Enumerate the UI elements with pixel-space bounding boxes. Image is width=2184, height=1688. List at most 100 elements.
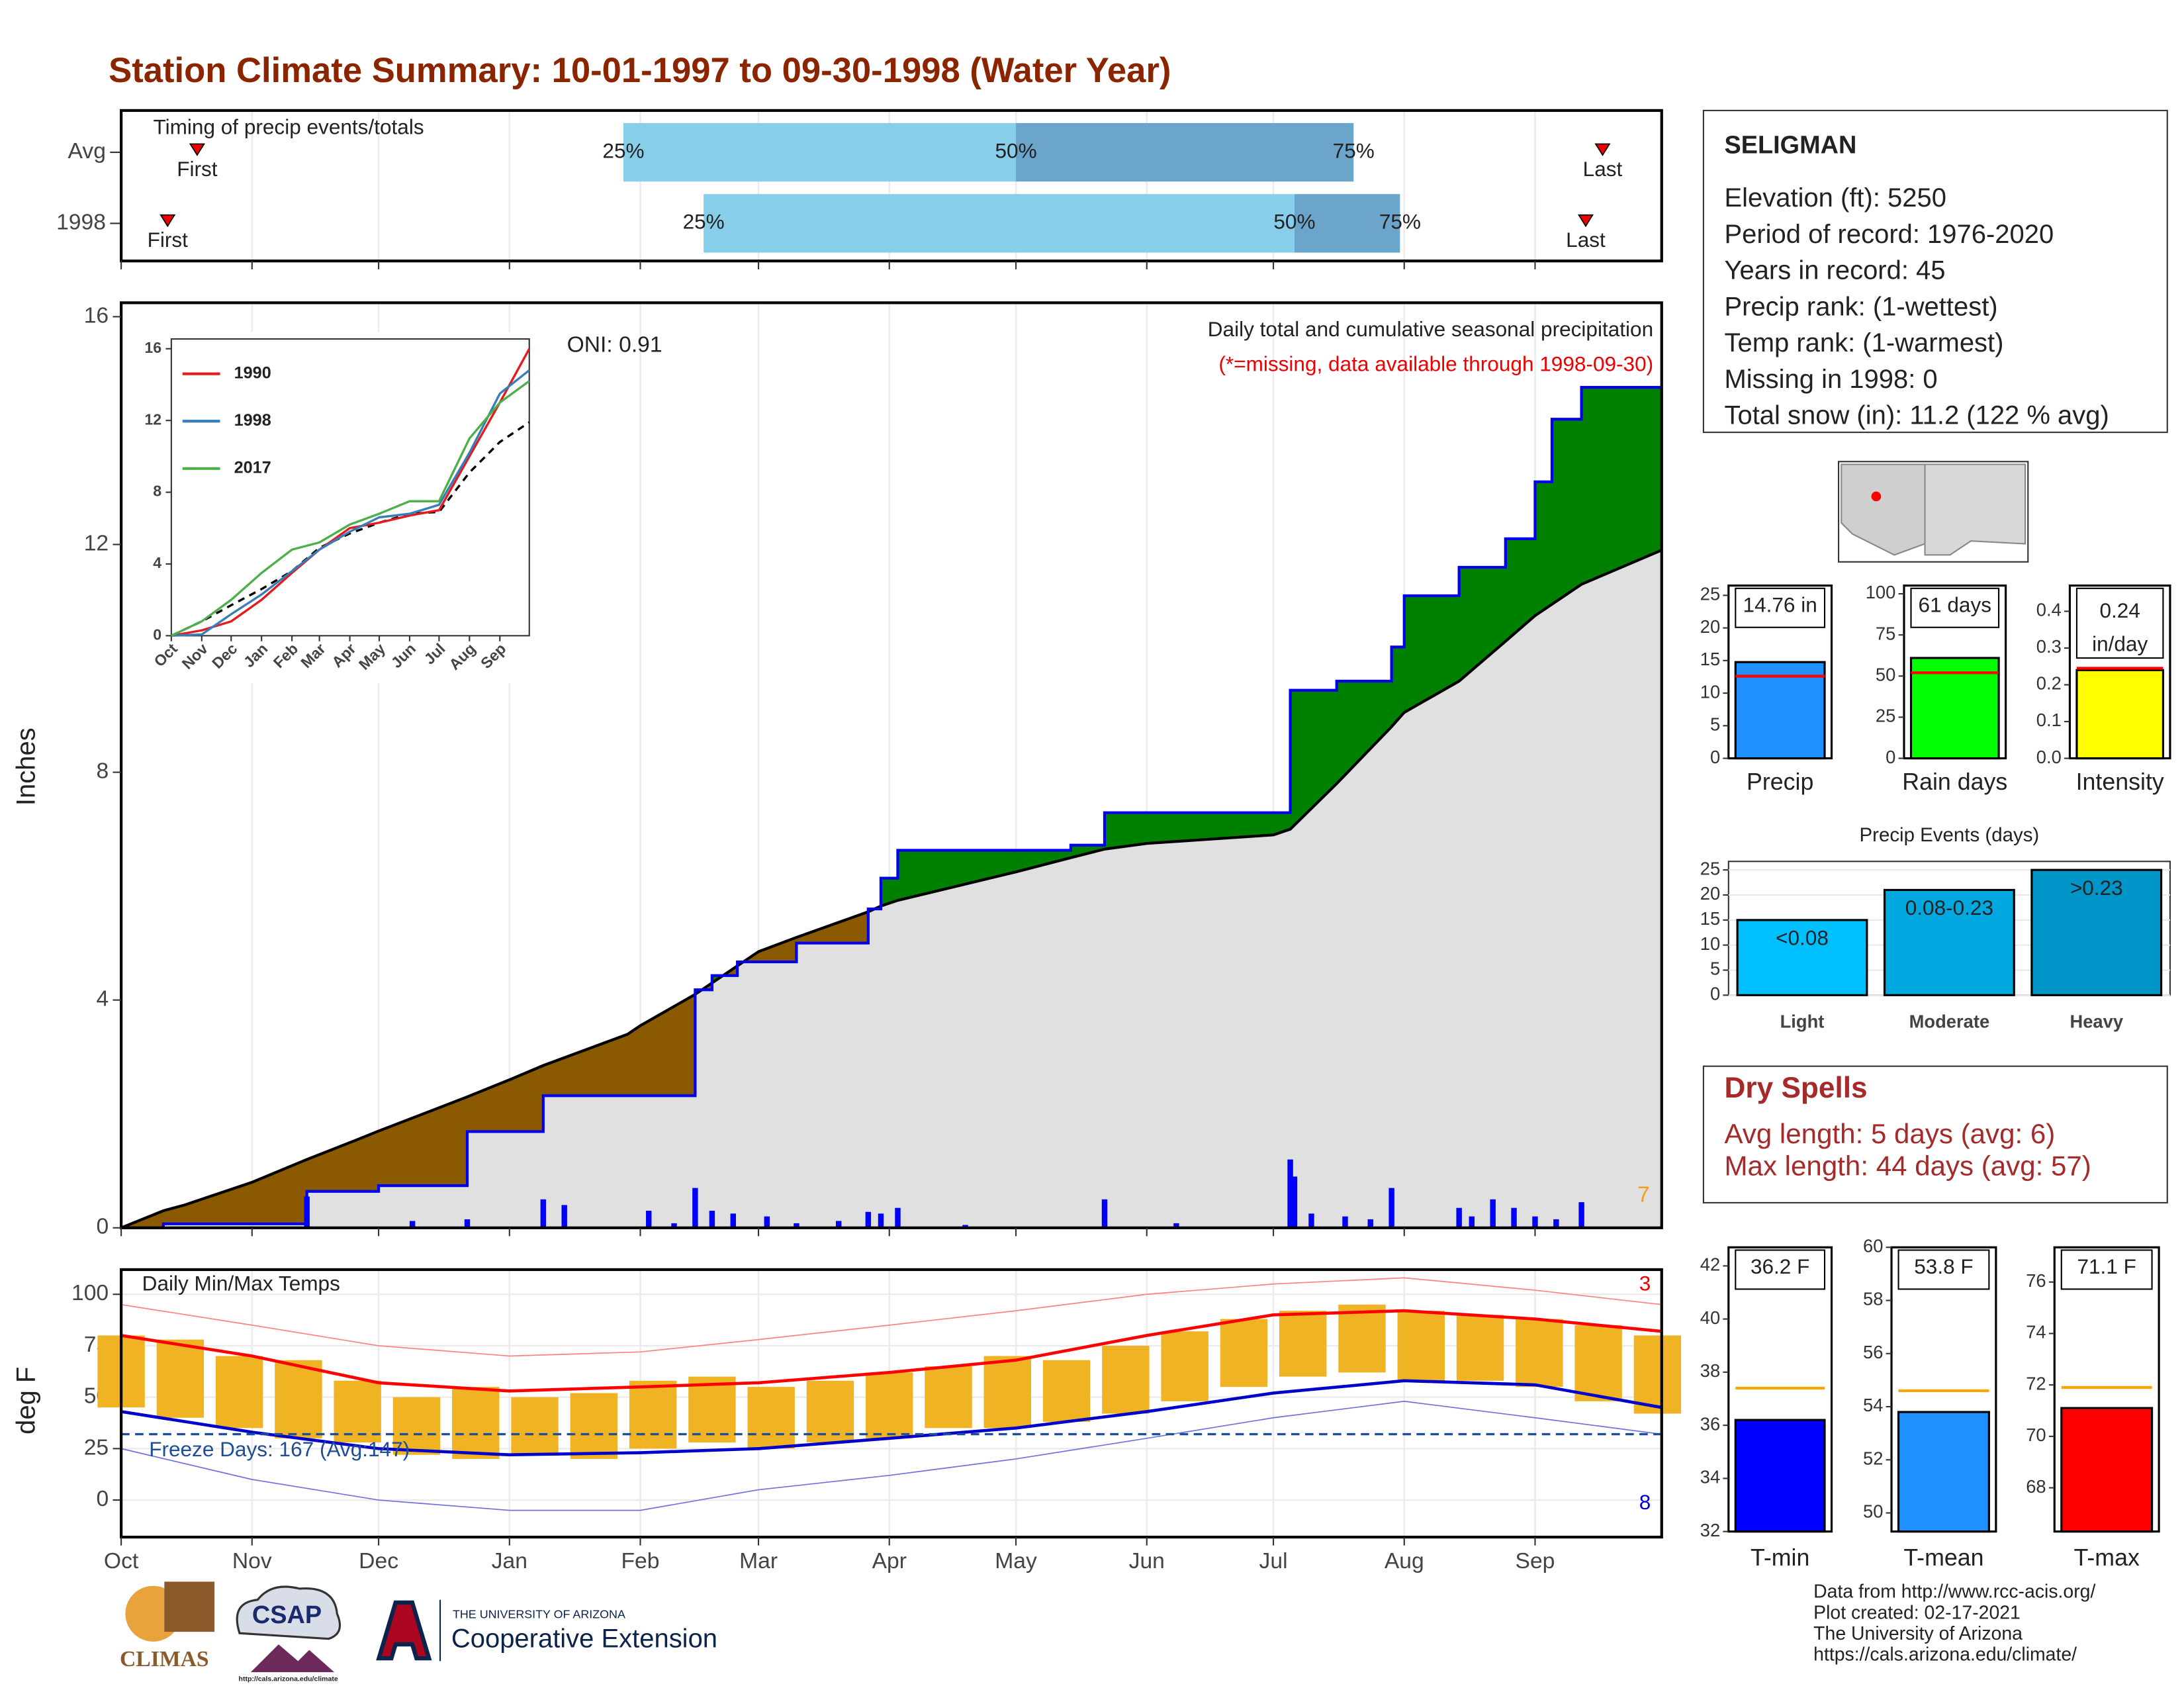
freeze-label: Freeze Days: 167 (Avg:147): [149, 1437, 410, 1461]
station-line: Elevation (ft): 5250: [1724, 183, 1946, 212]
ua-logo: [376, 1600, 432, 1661]
y-tick-label: 15: [1700, 908, 1720, 929]
temp-range-bar: [1516, 1319, 1563, 1387]
bar: [2030, 868, 2163, 996]
daily-bar: [1456, 1207, 1462, 1228]
avg-min-line: [120, 1379, 1662, 1457]
csap-cloud: [236, 1585, 341, 1640]
daily-bar: [1101, 1199, 1108, 1228]
daily-bar: [1388, 1188, 1394, 1228]
bar: [1736, 919, 1868, 996]
daily-bar: [1469, 1216, 1475, 1228]
daily-bar: [464, 1219, 471, 1228]
y-tick-label: 32: [1700, 1520, 1720, 1540]
bar: [1883, 888, 2015, 996]
y-tick-label: 0.0: [2036, 747, 2062, 767]
temp-range-bar: [570, 1393, 618, 1459]
range-bar: [704, 194, 1295, 253]
value-label-box: [1735, 587, 1826, 628]
x-tick-label: Aug: [1385, 1549, 1424, 1573]
y-tick-label: 68: [2026, 1476, 2046, 1497]
station-line: Missing in 1998: 0: [1724, 365, 1937, 394]
oni-label: ONI: 0.91: [567, 332, 662, 357]
dry-spells-line: Avg length: 5 days (avg: 6): [1724, 1118, 2055, 1149]
x-tick-label: Jan: [492, 1549, 527, 1573]
y-tick-label: 4: [96, 987, 109, 1011]
y-tick-label: 50: [1876, 665, 1895, 685]
range-bar: [1016, 122, 1354, 182]
y-tick-label: 0: [96, 1487, 109, 1511]
footer-line: The University of Arizona: [1813, 1623, 2023, 1644]
page-title: Station Climate Summary: 10-01-1997 to 0…: [109, 51, 1171, 90]
daily-bar: [878, 1213, 884, 1228]
y-tick-label: 50: [1863, 1501, 1883, 1522]
base-area: [121, 550, 1662, 1228]
station-location: [1871, 491, 1882, 502]
y-tick-label: 10: [1700, 681, 1720, 702]
quantile-label: 25%: [683, 210, 725, 234]
event-label: Last: [1583, 157, 1623, 181]
inset-background: [134, 332, 543, 683]
bar: [2075, 669, 2165, 760]
daily-bar: [1553, 1219, 1559, 1228]
bar: [1734, 661, 1826, 760]
daily-bar: [692, 1188, 698, 1228]
temp-range-bar: [1633, 1335, 1682, 1414]
footer-line: https://cals.arizona.edu/climate/: [1813, 1644, 2077, 1665]
university-text: THE UNIVERSITY OF ARIZONA: [453, 1608, 625, 1621]
value-label: 71.1 F: [2077, 1254, 2136, 1278]
event-label: Last: [1566, 228, 1606, 252]
daily-bar: [1173, 1223, 1179, 1228]
y-tick-label: 38: [1700, 1360, 1720, 1381]
map-state: [1924, 463, 2026, 556]
temp-range-bar: [1574, 1325, 1622, 1401]
y-axis-label: deg F: [12, 1367, 41, 1434]
bar: [1909, 657, 2000, 760]
y-tick-label: 25: [1876, 706, 1895, 726]
category-label: T-mean: [1903, 1544, 1983, 1571]
category-label: T-min: [1751, 1544, 1809, 1571]
value-label-box: [2075, 587, 2164, 659]
y-tick-label: 15: [1700, 649, 1720, 669]
y-tick-label: 8: [153, 483, 161, 500]
daily-bar: [1291, 1176, 1298, 1228]
y-tick-label: 0.1: [2036, 710, 2062, 730]
dry-spells-box: [1702, 1065, 2168, 1203]
info-box: [1702, 109, 2168, 434]
value-label: 61 days: [1919, 593, 1992, 617]
temp-range-bar: [925, 1366, 972, 1429]
row-label: Avg: [68, 139, 106, 164]
legend-label: 1990: [234, 363, 271, 382]
station-line: Total snow (in): 11.2 (122 % avg): [1724, 401, 2109, 430]
value-label-box: [1735, 1249, 1826, 1290]
y-tick-label: 52: [1863, 1448, 1883, 1468]
station-name: SELIGMAN: [1724, 132, 1856, 160]
temp-range-bar: [1279, 1311, 1327, 1377]
daily-bar: [1532, 1216, 1538, 1228]
y-tick-label: 25: [1700, 858, 1720, 878]
quantile-label: 50%: [1273, 210, 1315, 234]
extension-text: Cooperative Extension: [451, 1624, 717, 1653]
value-label: 14.76 in: [1743, 593, 1817, 617]
event-marker: [1594, 143, 1611, 156]
quantile-label: 75%: [1333, 138, 1375, 162]
station-line: Period of record: 1976-2020: [1724, 220, 2054, 249]
quantile-label: 25%: [602, 138, 644, 162]
y-tick-label: 34: [1700, 1467, 1720, 1487]
y-tick-label: 75: [1876, 623, 1895, 643]
temp-range-bar: [1456, 1315, 1504, 1381]
daily-bar: [646, 1211, 652, 1228]
temp-range-bar: [688, 1376, 736, 1443]
y-tick-label: 70: [2026, 1425, 2046, 1445]
category-label: Rain days: [1902, 769, 2007, 795]
category-label: Heavy: [2070, 1011, 2123, 1032]
temp-title: Daily Min/Max Temps: [142, 1271, 340, 1295]
daily-bar: [671, 1223, 677, 1228]
y-tick-label: 20: [1700, 883, 1720, 904]
temp-range-bar: [1338, 1304, 1386, 1373]
category-label: Intensity: [2076, 769, 2164, 795]
y-tick-label: 74: [2026, 1322, 2046, 1342]
temp-range-bar: [983, 1356, 1032, 1429]
